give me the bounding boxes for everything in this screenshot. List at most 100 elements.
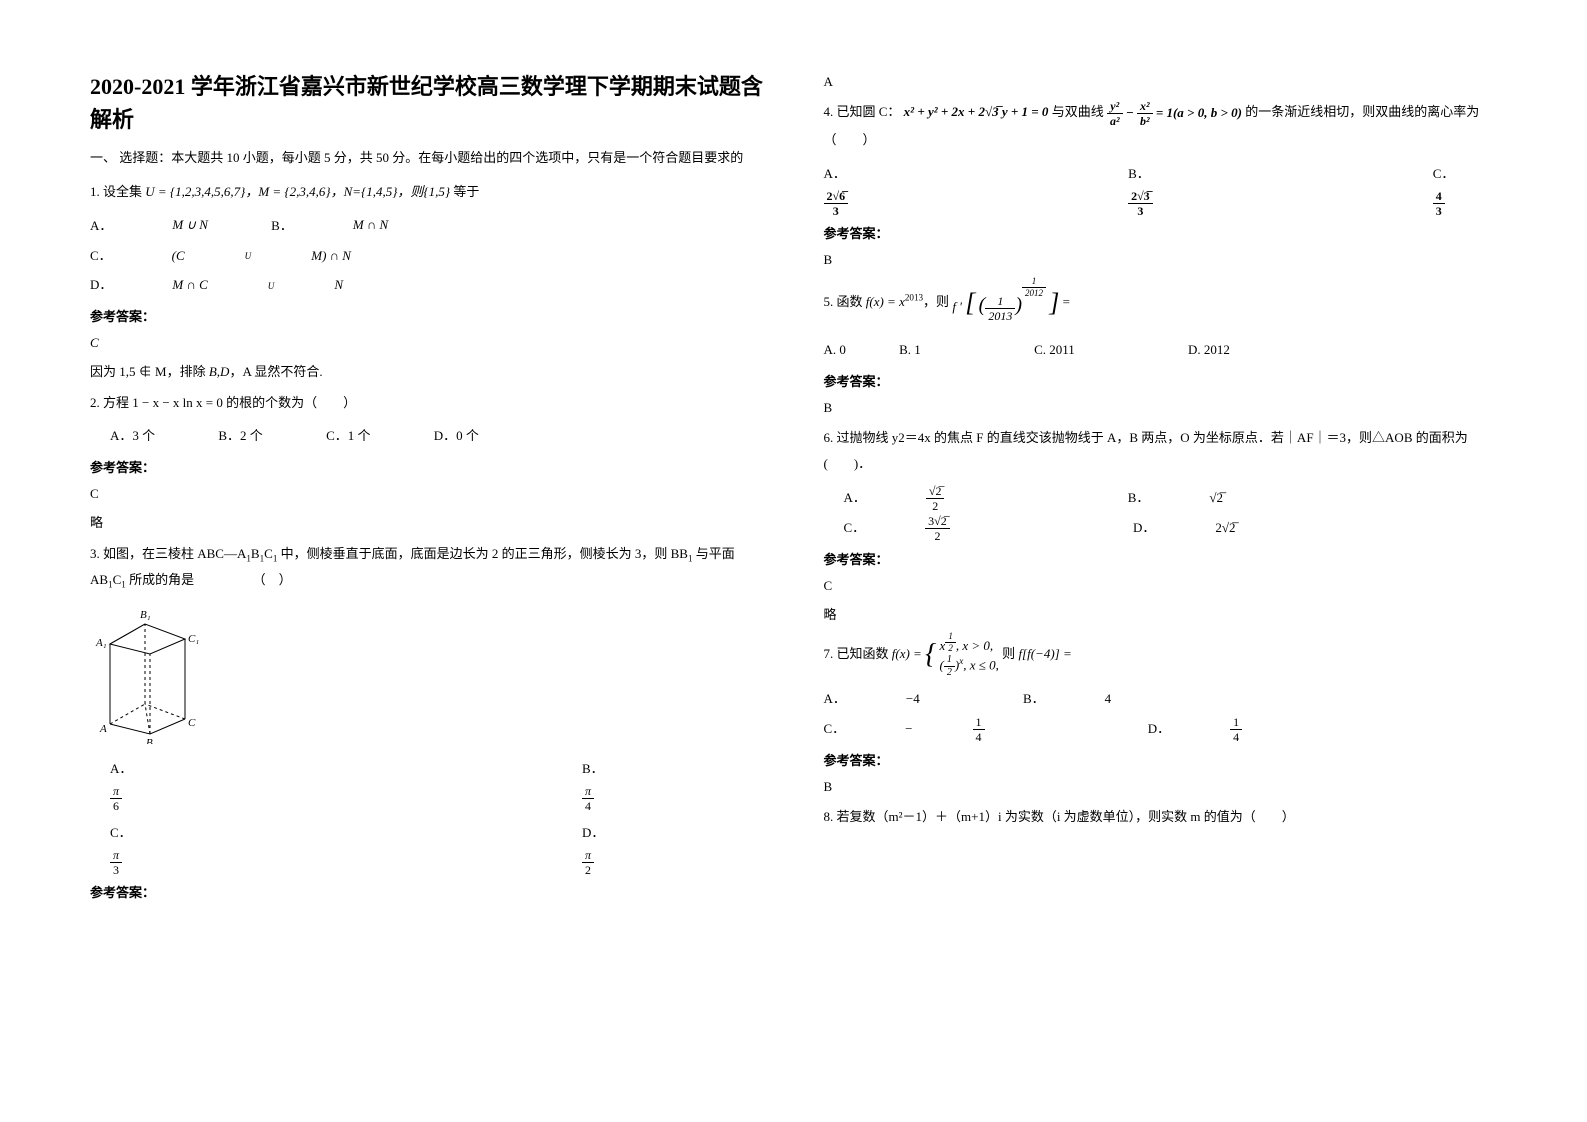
label-c: C．: [824, 715, 846, 744]
q2-suffix: 的根的个数为（ ）: [223, 395, 356, 410]
q2-answer: C: [90, 482, 764, 505]
q2-optC: C．1 个: [326, 422, 370, 451]
q7-optD-den: 4: [1230, 729, 1242, 743]
q4-prefix: 4. 已知圆 C：: [824, 104, 901, 119]
exam-title: 2020-2021 学年浙江省嘉兴市新世纪学校高三数学理下学期期末试题含解析: [90, 70, 764, 136]
q2-omit: 略: [90, 511, 764, 534]
label-a: A．: [110, 755, 132, 784]
q1-optC-suffix: M) ∩ N: [311, 242, 351, 271]
q3-optD-den: 2: [582, 862, 594, 876]
q7-optA: −4: [906, 685, 920, 714]
fig-label-A1: A₁: [95, 637, 107, 649]
q7-optC-den: 4: [973, 729, 985, 743]
answer-label: 参考答案：: [90, 306, 764, 325]
q1-optC-sub: U: [245, 246, 252, 266]
q7-optC-num: 1: [973, 716, 985, 729]
q4-optC-num: 4: [1433, 190, 1445, 203]
q1-answer: C: [90, 331, 764, 354]
label-c: C．: [110, 819, 132, 848]
q5-outer-num: 1: [1022, 277, 1046, 287]
label-b: B．: [271, 212, 293, 241]
question-7: 7. 已知函数 f(x) = { x12, x > 0, (12)x, x ≤ …: [824, 632, 1498, 678]
q1-options: A．M ∪ N B．M ∩ N C．(CUM) ∩ N D．M ∩ CUN: [90, 211, 764, 300]
q7-mid: 则: [1002, 646, 1018, 661]
fig-label-C: C: [188, 717, 196, 729]
q5-outer-den: 2012: [1022, 287, 1046, 298]
q3-prefix: 3. 如图，在三棱柱 ABC—A: [90, 546, 246, 561]
q1-explain-mid: 排除: [180, 364, 209, 379]
q5-optD: D. 2012: [1188, 336, 1230, 365]
q7-l2-cond: , x ≤ 0,: [963, 658, 999, 673]
question-8: 8. 若复数（m²－1）＋（m+1）i 为实数（i 为虚数单位），则实数 m 的…: [824, 804, 1498, 830]
answer-label: 参考答案：: [824, 223, 1498, 242]
q6-optB: √2̅: [1209, 484, 1223, 513]
q2-options: A．3 个 B．2 个 C．1 个 D．0 个: [90, 422, 764, 451]
q3-optA-num: π: [110, 785, 122, 798]
q1-optB: M ∩ N: [353, 217, 388, 232]
q3-optD-num: π: [582, 849, 594, 862]
q7-optC-prefix: −: [905, 715, 912, 744]
q5-answer: B: [824, 396, 1498, 419]
q4-hyp-a2: a²: [1107, 113, 1123, 127]
q2-math: 1 − x − x ln x = 0: [132, 395, 223, 410]
q2-optB: B．2 个: [218, 422, 262, 451]
answer-label: 参考答案：: [90, 882, 764, 901]
q5-fprime: f ′: [952, 299, 962, 314]
q5-inner-den: 2013: [985, 308, 1015, 322]
label-a: A．: [90, 212, 112, 241]
label-a: A．: [824, 685, 846, 714]
q6-optA-num: √2̅: [926, 485, 945, 498]
q1-optD-suffix: N: [334, 271, 343, 300]
q2-optA: A．3 个: [110, 422, 155, 451]
q1-optD-prefix: M ∩ C: [172, 271, 207, 300]
q5-mid: ，则: [923, 294, 952, 309]
q7-optD-num: 1: [1230, 716, 1242, 729]
q1-suffix: 等于: [450, 184, 479, 199]
question-5: 5. 函数 f(x) = x2013，则 f ′ [ (12013)12012 …: [824, 277, 1498, 329]
label-d: D．: [1133, 514, 1155, 543]
fig-label-B1: B₁: [140, 609, 151, 621]
q7-l2-bden: 2: [944, 666, 955, 678]
q3-m1: B: [251, 546, 260, 561]
q7-options: A．−4 B．4 C．−14 D．14: [824, 684, 1498, 743]
q1-explain-math2: B,D: [209, 364, 230, 379]
q4-optC-den: 3: [1433, 203, 1445, 217]
q3-options-row1: A．π6 B．π4: [90, 754, 764, 812]
q5-optC: C. 2011: [1034, 336, 1075, 365]
q5-optB: B. 1: [899, 336, 921, 365]
label-b: B．: [1128, 160, 1150, 189]
q4-optA-den: 3: [824, 203, 849, 217]
q3-optC-den: 3: [110, 862, 122, 876]
q4-optA-num: 2√6̅: [824, 190, 849, 203]
q4-answer: B: [824, 248, 1498, 271]
label-b: B．: [582, 755, 604, 784]
q7-fexpr: f[f(−4)] =: [1018, 646, 1071, 661]
q6-answer: C: [824, 574, 1498, 597]
q1-explanation: 因为 1,5 ∉ M，排除 B,D，A 显然不符合.: [90, 360, 764, 383]
label-d: D．: [582, 819, 604, 848]
label-b: B．: [1128, 484, 1150, 513]
q7-optB: 4: [1105, 685, 1112, 714]
q3-optB-den: 4: [582, 798, 594, 812]
q4-hyp-x2: x²: [1137, 100, 1153, 113]
q4-optB-den: 3: [1128, 203, 1153, 217]
answer-label: 参考答案：: [824, 549, 1498, 568]
answer-label: 参考答案：: [90, 457, 764, 476]
q6-optD: 2√2̅: [1215, 514, 1235, 543]
q1-explain-math: 1,5 ∉ M，: [119, 364, 179, 379]
q3-optA-den: 6: [110, 798, 122, 812]
q5-exp: 2013: [905, 293, 923, 303]
answer-label: 参考答案：: [824, 750, 1498, 769]
label-b: B．: [1023, 685, 1045, 714]
label-a: A．: [844, 484, 866, 513]
q5-options: A. 0 B. 1 C. 2011 D. 2012: [824, 335, 1498, 364]
q7-l2-bnum: 1: [944, 655, 955, 666]
q5-suffix: =: [1063, 294, 1070, 309]
q3-m3: 中，侧棱垂直于底面，底面是边长为 2 的正三角形，侧棱长为 3，则 BB: [277, 546, 688, 561]
q3-options-row2: C．π3 D．π2: [90, 818, 764, 876]
q7-fx: f(x) =: [892, 646, 925, 661]
q3-figure: A B C A₁ B₁ C₁: [90, 604, 764, 744]
q4-mid: 与双曲线: [1052, 104, 1107, 119]
q5-func: f(x) = x: [866, 294, 905, 309]
q2-optD: D．0 个: [434, 422, 479, 451]
